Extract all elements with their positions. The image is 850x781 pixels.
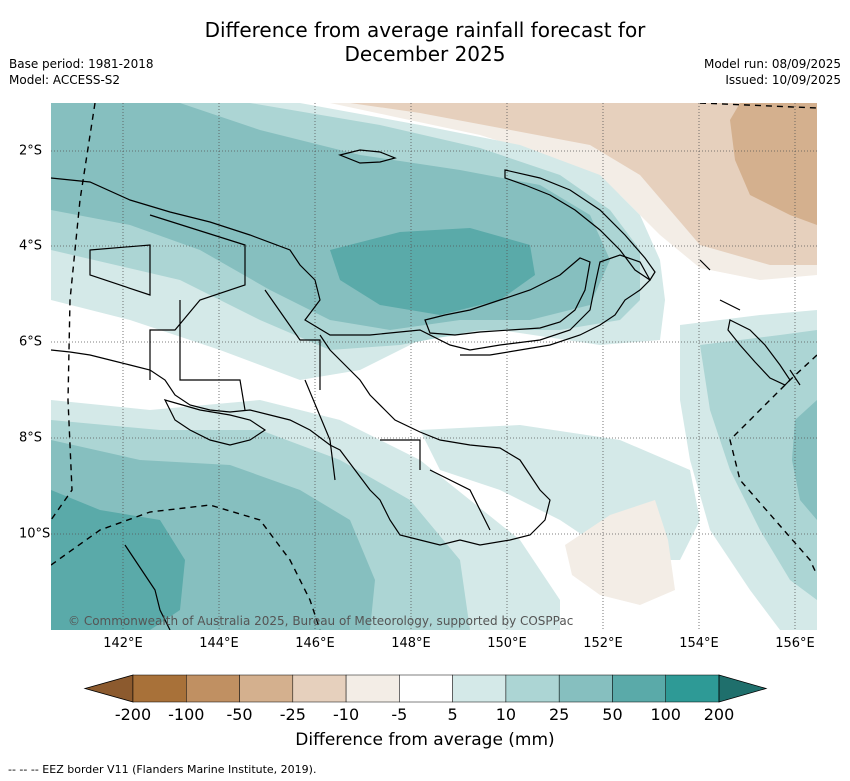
- title-line-1: Difference from average rainfall forecas…: [204, 18, 646, 42]
- y-tick-label: 8°S: [19, 430, 43, 446]
- eez-footnote: -- -- -- EEZ border V11 (Flanders Marine…: [8, 763, 317, 776]
- map-area: [51, 103, 817, 630]
- colorbar-tick-label: 50: [602, 705, 623, 724]
- colorbar-bin: [345, 674, 400, 703]
- y-tick-label: 2°S: [19, 143, 43, 159]
- colorbar-bin: [292, 674, 347, 703]
- province-borders: [89, 214, 491, 531]
- colorbar-tick-label: 5: [447, 705, 458, 724]
- new-britain-coast: [424, 257, 591, 336]
- colorbar-bin: [612, 674, 666, 703]
- legend-title: Difference from average (mm): [295, 730, 555, 750]
- colorbar-tick-label: 100: [650, 705, 681, 724]
- wet-east-strong: [792, 400, 817, 520]
- graticule: [51, 103, 817, 630]
- manus-coast: [338, 149, 397, 164]
- colorbar: [83, 674, 768, 703]
- x-tick-label: 142°E: [103, 636, 143, 651]
- colorbar-extend-high: [718, 674, 768, 703]
- torres-coast: [163, 399, 267, 446]
- model-name: Model: ACCESS-S2: [9, 73, 121, 87]
- colorbar-tick-label: -10: [333, 705, 360, 724]
- colorbar-bin: [558, 674, 613, 703]
- coastlines: [51, 149, 801, 630]
- y-tick-label: 6°S: [19, 334, 43, 350]
- x-tick-label: 154°E: [679, 636, 719, 651]
- colorbar-bin: [186, 674, 240, 703]
- colorbar-tick-label: -50: [226, 705, 253, 724]
- cape-york-coast: [124, 544, 171, 630]
- title-line-2: December 2025: [344, 42, 506, 66]
- colorbar-bin: [665, 674, 720, 703]
- colorbar-tick-label: 10: [495, 705, 517, 724]
- new-guinea-coast: [51, 177, 651, 546]
- eez-borders: [51, 103, 817, 630]
- x-tick-label: 152°E: [583, 636, 623, 651]
- colorbar-bin: [452, 674, 507, 703]
- base-period: Base period: 1981-2018: [9, 57, 154, 71]
- solomon-islands-coast: [699, 259, 801, 386]
- new-ireland-coast: [504, 169, 656, 281]
- x-tick-label: 144°E: [199, 636, 239, 651]
- colorbar-tick-label: -5: [391, 705, 408, 724]
- chart-title: Difference from average rainfall forecas…: [0, 18, 850, 66]
- issued-date: Issued: 10/09/2025: [725, 73, 841, 87]
- colorbar-tick-label: -100: [168, 705, 205, 724]
- dry-zone-mid: [350, 103, 817, 265]
- colorbar-extend-low: [83, 674, 134, 703]
- colorbar-tick-label: -25: [279, 705, 306, 724]
- wet-south-core: [51, 490, 185, 630]
- copyright-notice: © Commonwealth of Australia 2025, Bureau…: [68, 614, 574, 628]
- colorbar-bin: [505, 674, 560, 703]
- meta-right: Model run: 08/09/2025 Issued: 10/09/2025: [704, 56, 841, 88]
- dry-patch-south: [565, 500, 675, 605]
- colorbar-bin: [399, 674, 453, 703]
- colorbar-tick-label: 200: [703, 705, 735, 724]
- colorbar-bin: [132, 674, 187, 703]
- x-tick-label: 150°E: [487, 636, 527, 651]
- wet-east-mid: [700, 330, 817, 600]
- wet-zone-core: [330, 228, 535, 315]
- colorbar-tick-label: -200: [114, 705, 152, 724]
- y-tick-label: 4°S: [19, 238, 43, 254]
- model-run: Model run: 08/09/2025: [703, 57, 841, 71]
- x-tick-label: 148°E: [391, 636, 431, 651]
- bougainville-coast: [727, 319, 791, 386]
- y-tick-label: 10°S: [19, 526, 51, 542]
- x-tick-label: 146°E: [295, 636, 335, 651]
- meta-left: Base period: 1981-2018 Model: ACCESS-S2: [9, 56, 154, 88]
- colorbar-tick-label: 25: [548, 705, 570, 724]
- x-tick-label: 156°E: [775, 636, 815, 651]
- colorbar-bin: [239, 674, 294, 703]
